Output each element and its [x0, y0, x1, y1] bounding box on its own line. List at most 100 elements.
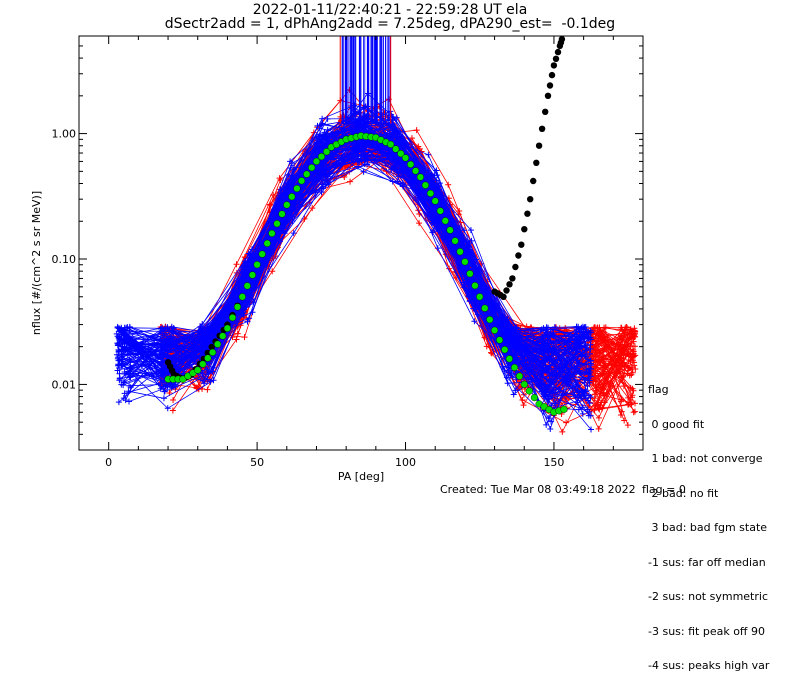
#0000ff-point-marker — [543, 421, 550, 428]
#0000ff-point-marker — [388, 152, 395, 159]
#0000ff-point-marker — [126, 324, 133, 331]
fit-curve-dot — [243, 282, 251, 290]
fit-curve-dot — [496, 336, 504, 344]
#0000ff-point-marker — [579, 389, 586, 396]
fit-curve-dot — [268, 229, 276, 238]
fit-curve-dot — [421, 181, 430, 189]
chart-title-line-1: 2022-01-11/22:40:21 - 22:59:28 UT ela — [252, 2, 528, 18]
#ff0000-point-marker — [621, 363, 628, 370]
model-curve-dot — [530, 177, 537, 185]
#ff0000-point-marker — [595, 381, 602, 388]
#ff0000-point-marker — [347, 178, 354, 185]
#ff0000-point-marker — [559, 428, 566, 435]
#0000ff-point-marker — [285, 210, 292, 217]
#0000ff-point-marker — [552, 400, 559, 407]
model-curve-dot — [527, 196, 534, 203]
#0000ff-point-marker — [461, 227, 468, 234]
model-curve-dot — [506, 281, 513, 288]
#0000ff-point-marker — [551, 367, 558, 374]
#ff0000-point-marker — [630, 409, 637, 416]
model-curve-dot — [512, 263, 519, 271]
#0000ff-point-marker — [400, 183, 407, 190]
flag-status: flag = 0 — [642, 483, 686, 496]
data-layer — [113, 36, 639, 435]
fit-curve-dot — [278, 210, 286, 218]
#ff0000-point-marker — [563, 419, 570, 426]
#ff0000-point-marker — [624, 342, 631, 349]
#0000ff-point-marker — [587, 327, 594, 334]
#0000ff-point-marker — [159, 371, 166, 378]
#0000ff-point-marker — [324, 115, 331, 122]
#ff0000-point-marker — [628, 340, 635, 347]
#0000ff-point-marker — [505, 369, 512, 376]
#ff0000-point-marker — [415, 143, 422, 150]
fit-curve-dot — [397, 150, 405, 158]
#0000ff-point-marker — [118, 358, 125, 365]
#0000ff-point-marker — [316, 137, 323, 144]
model-curve-dot — [542, 108, 549, 116]
#0000ff-point-marker — [431, 172, 438, 179]
model-curve-dot — [554, 48, 562, 56]
fit-curve-dot — [308, 164, 316, 172]
chart-title-line-2: dSectr2add = 1, dPhAng2add = 7.25deg, dP… — [164, 16, 616, 32]
fit-curve-dot — [228, 314, 237, 322]
#0000ff-point-marker — [249, 309, 256, 316]
#0000ff-point-marker — [586, 392, 593, 399]
fit-curve-dot — [515, 372, 524, 380]
fit-curve-dot — [436, 207, 444, 215]
#0000ff-point-marker — [243, 303, 250, 310]
x-tick-label: 150 — [543, 456, 564, 469]
#0000ff-point-marker — [165, 333, 172, 340]
#ff0000-point-marker — [592, 324, 599, 331]
fit-curve-dot — [317, 153, 326, 161]
model-curve-dot — [500, 293, 507, 300]
#ff0000-point-marker — [625, 350, 632, 357]
#0000ff-point-marker — [323, 171, 330, 178]
legend-item-4: -1 sus: far off median — [648, 555, 766, 569]
#0000ff-point-marker — [587, 412, 594, 419]
#0000ff-point-marker — [546, 340, 553, 347]
fit-curve-dot — [214, 340, 222, 348]
#0000ff-point-marker — [511, 328, 518, 335]
model-curve-dot — [558, 36, 566, 43]
model-curve-dot — [546, 82, 554, 89]
#0000ff-point-marker — [588, 426, 595, 433]
fit-curve-dot — [199, 360, 207, 368]
#0000ff-point-marker — [585, 371, 592, 378]
flag-legend: flag 0 good fit 1 bad: not converge 2 ba… — [648, 361, 769, 683]
#0000ff-point-marker — [399, 170, 406, 177]
#0000ff-point-marker — [433, 167, 440, 174]
#0000ff-point-marker — [545, 348, 552, 355]
#0000ff-point-marker — [389, 127, 396, 134]
#0000ff-point-marker — [199, 370, 206, 377]
#ff0000-point-marker — [629, 369, 636, 376]
#0000ff-point-marker — [286, 214, 293, 221]
#0000ff-point-marker — [582, 343, 589, 350]
#0000ff-point-marker — [575, 323, 582, 330]
fit-curve-dot — [223, 324, 232, 332]
#0000ff-point-marker — [126, 398, 133, 405]
model-curve-dot — [548, 71, 556, 79]
fit-curve-dot — [416, 173, 425, 181]
fit-curve-dot — [426, 189, 435, 198]
#0000ff-point-marker — [360, 146, 367, 153]
#0000ff-point-marker — [547, 388, 554, 395]
fit-curve-dot — [303, 170, 311, 178]
fit-curve-dot — [520, 380, 528, 389]
#0000ff-point-marker — [576, 359, 583, 366]
#0000ff-point-marker — [578, 335, 585, 342]
#0000ff-point-marker — [239, 276, 246, 283]
#0000ff-point-marker — [117, 336, 124, 343]
fit-curve-dot — [401, 154, 410, 162]
#0000ff-point-marker — [114, 362, 121, 369]
#0000ff-point-marker — [240, 312, 247, 319]
legend-item-5: -2 sus: not symmetric — [648, 590, 768, 603]
y-tick-label: 0.01 — [52, 378, 77, 391]
fit-curve-dot — [412, 167, 420, 175]
fit-curve-dot — [471, 282, 479, 290]
#0000ff-point-marker — [157, 385, 164, 392]
#0000ff-point-marker — [210, 377, 217, 384]
#ff0000-point-marker — [595, 425, 602, 432]
#ff0000-point-marker — [594, 362, 601, 369]
#0000ff-point-marker — [512, 387, 519, 394]
